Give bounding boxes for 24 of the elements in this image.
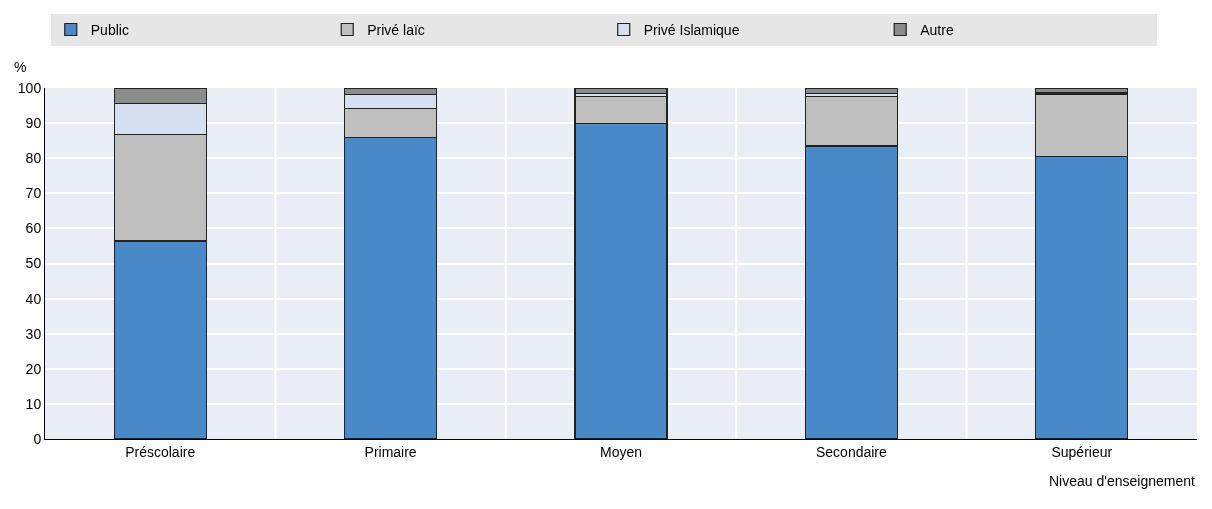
y-tick-label: 100: [17, 79, 42, 96]
legend-label: Autre: [920, 21, 954, 38]
x-tick-label: Secondaire: [815, 443, 888, 460]
y-tick-label: 0: [33, 430, 42, 447]
y-tick-label: 40: [25, 290, 42, 307]
y-tick-label: 50: [25, 255, 42, 272]
bar: [804, 88, 899, 94]
y-tick-label: 80: [25, 150, 42, 167]
x-axis-title: Niveau d'enseignement: [1049, 473, 1195, 489]
y-tick-label: 30: [25, 325, 42, 342]
legend-label: Public: [90, 21, 129, 38]
x-tick-label: Supérieur: [1051, 443, 1113, 460]
y-tick-label: 60: [25, 220, 42, 237]
legend-label: Privé Islamique: [643, 21, 740, 38]
y-tick-label: 10: [25, 395, 42, 412]
y-tick-label: 70: [25, 185, 42, 202]
y-tick-label: 20: [25, 360, 42, 377]
x-tick-label: Primaire: [364, 443, 417, 460]
legend-label: Privé laïc: [367, 21, 425, 38]
x-tick-label: Moyen: [599, 443, 643, 460]
y-tick-label: 90: [25, 115, 42, 131]
bar: [574, 88, 668, 94]
x-tick-label: Préscolaire: [125, 443, 196, 460]
y-axis-title: %: [14, 59, 27, 75]
